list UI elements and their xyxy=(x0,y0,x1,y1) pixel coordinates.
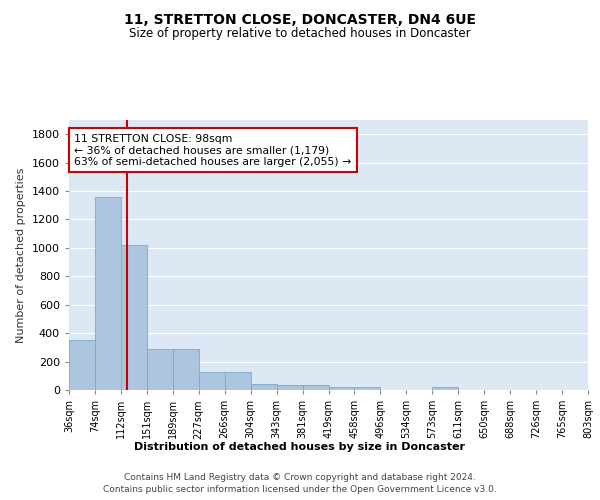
Text: 11, STRETTON CLOSE, DONCASTER, DN4 6UE: 11, STRETTON CLOSE, DONCASTER, DN4 6UE xyxy=(124,12,476,26)
Bar xyxy=(95,198,121,390)
Text: Size of property relative to detached houses in Doncaster: Size of property relative to detached ho… xyxy=(129,28,471,40)
Bar xyxy=(225,372,251,390)
Bar xyxy=(147,349,173,390)
Bar xyxy=(251,384,277,390)
Text: 11 STRETTON CLOSE: 98sqm
← 36% of detached houses are smaller (1,179)
63% of sem: 11 STRETTON CLOSE: 98sqm ← 36% of detach… xyxy=(74,134,352,166)
Text: Contains HM Land Registry data © Crown copyright and database right 2024.: Contains HM Land Registry data © Crown c… xyxy=(124,472,476,482)
Bar xyxy=(329,387,355,390)
Bar xyxy=(199,372,224,390)
Bar xyxy=(302,385,329,390)
Text: Distribution of detached houses by size in Doncaster: Distribution of detached houses by size … xyxy=(134,442,466,452)
Bar xyxy=(173,349,199,390)
Bar xyxy=(433,387,458,390)
Bar xyxy=(69,340,95,390)
Bar xyxy=(121,245,147,390)
Text: Contains public sector information licensed under the Open Government Licence v3: Contains public sector information licen… xyxy=(103,485,497,494)
Bar xyxy=(277,385,302,390)
Bar xyxy=(355,387,380,390)
Y-axis label: Number of detached properties: Number of detached properties xyxy=(16,168,26,342)
